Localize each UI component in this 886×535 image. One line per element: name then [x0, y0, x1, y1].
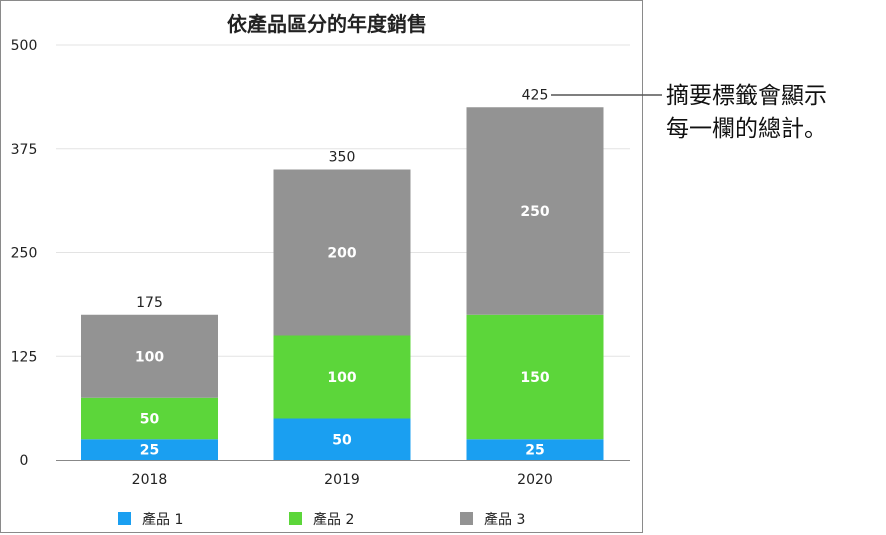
- y-axis: 0 125 250 375 500: [11, 38, 38, 469]
- bar-segment-value-label: 50: [140, 412, 160, 428]
- x-axis: 2018 2019 2020: [56, 460, 630, 488]
- bar-segment-value-label: 100: [135, 349, 164, 365]
- bar-segment: [273, 418, 411, 460]
- x-tick-label: 2020: [517, 472, 553, 488]
- bar-segment: [466, 314, 604, 440]
- bar-segment-value-label: 25: [140, 443, 159, 459]
- bar-segment: [273, 335, 411, 419]
- legend-label: 產品 3: [484, 511, 525, 528]
- callout-annotation: 摘要標籤會顯示 每一欄的總計。: [551, 83, 827, 142]
- legend-swatch: [118, 512, 131, 525]
- y-tick-label: 375: [11, 142, 38, 158]
- bar-segment: [466, 439, 604, 460]
- bar-total-label: 350: [329, 150, 356, 166]
- y-tick-label: 125: [11, 349, 38, 365]
- callout-line-2: 每一欄的總計。: [666, 116, 827, 142]
- legend-label: 產品 2: [313, 511, 354, 528]
- chart-title: 依產品區分的年度銷售: [227, 12, 427, 36]
- y-tick-label: 0: [20, 453, 29, 469]
- y-tick-label: 250: [11, 246, 38, 262]
- legend-swatch: [460, 512, 473, 525]
- bar-segment-value-label: 100: [327, 370, 356, 386]
- y-tick-label: 500: [11, 38, 38, 54]
- bar-segment-value-label: 25: [525, 443, 544, 459]
- bar-segment-value-label: 200: [327, 246, 356, 262]
- x-tick-label: 2018: [132, 472, 168, 488]
- bar-segment: [273, 169, 411, 336]
- bar-segment: [466, 107, 604, 315]
- bar-segment: [81, 397, 218, 440]
- bar-segment-value-label: 250: [520, 204, 549, 220]
- bar-segment-value-label: 50: [332, 432, 352, 448]
- bar-segment-value-label: 150: [520, 370, 549, 386]
- legend-swatch: [289, 512, 302, 525]
- callout-line-1: 摘要標籤會顯示: [666, 83, 827, 109]
- bars: 25 50 100 175 50 100 200 350 25 150 250 425: [81, 87, 604, 460]
- bar-total-label: 425: [522, 87, 549, 103]
- legend: 產品 1 產品 2 產品 3: [118, 511, 525, 528]
- x-tick-label: 2019: [324, 472, 360, 488]
- bar-total-label: 175: [136, 295, 163, 311]
- bar-segment: [81, 314, 218, 398]
- legend-label: 產品 1: [142, 511, 183, 528]
- bar-segment: [81, 439, 218, 460]
